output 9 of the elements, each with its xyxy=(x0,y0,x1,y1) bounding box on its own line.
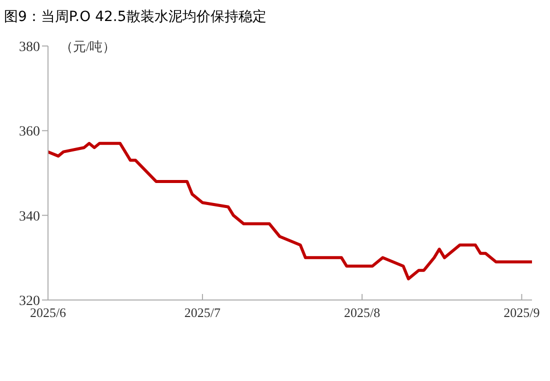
x-tick-label: 2025/8 xyxy=(344,305,380,320)
line-series xyxy=(48,142,532,280)
y-tick-label: 360 xyxy=(19,124,40,140)
x-tick-label: 2025/7 xyxy=(184,305,222,320)
x-tick-label: 2025/9 xyxy=(504,305,540,320)
y-tick-label: 340 xyxy=(19,209,40,224)
y-axis-title: （元/吨） xyxy=(60,38,116,56)
y-tick-label: 380 xyxy=(19,40,40,55)
chart-title: 图9：当周P.O 42.5散装水泥均价保持稳定 xyxy=(4,8,266,26)
